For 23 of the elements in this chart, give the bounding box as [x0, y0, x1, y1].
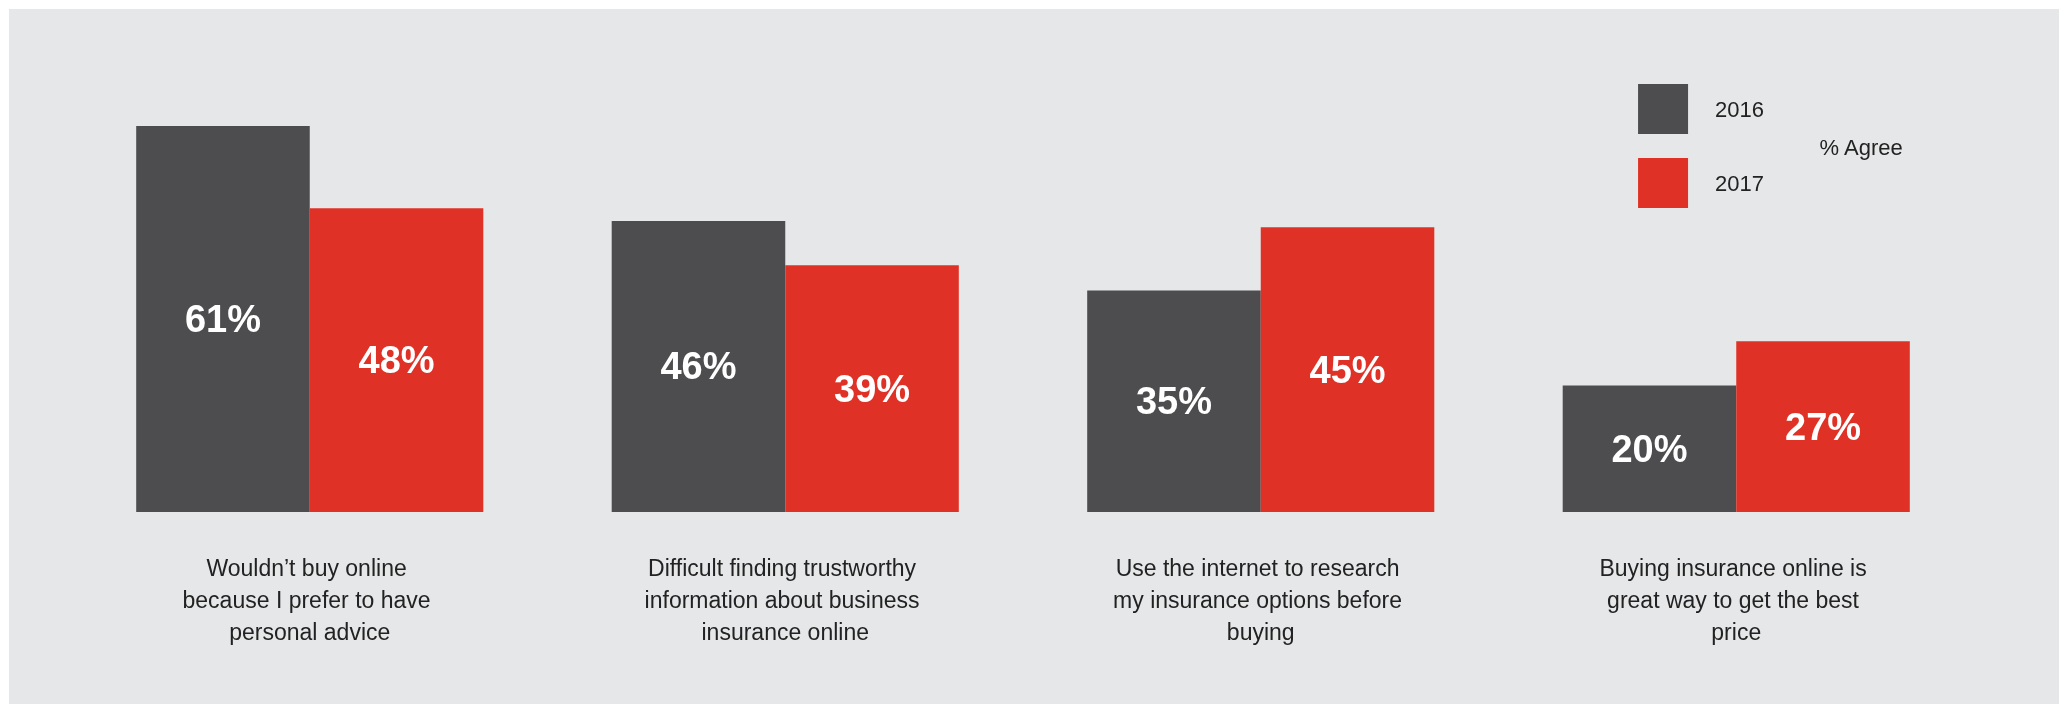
data-label: 20% — [1611, 427, 1688, 470]
bar — [136, 125, 310, 512]
bar — [1736, 341, 1910, 512]
data-label: 48% — [358, 339, 435, 382]
legend-label: 2016 — [1715, 96, 1765, 122]
bar — [1562, 385, 1737, 512]
x-tick-label: Use the internet to research my insurance options before buying — [1113, 555, 1409, 645]
bar — [611, 220, 786, 512]
data-label: 39% — [834, 367, 911, 410]
data-label: 35% — [1135, 380, 1212, 423]
data-label: 46% — [660, 345, 737, 388]
data-label: 61% — [184, 297, 261, 340]
bar — [785, 265, 959, 512]
bar — [309, 208, 484, 512]
bar — [1260, 227, 1435, 512]
x-tick-label: Difficult finding trustworthy information about business insurance online — [644, 555, 926, 645]
data-label: 45% — [1309, 348, 1386, 391]
legend-label: 2017 — [1715, 170, 1765, 196]
x-tick-label: Wouldn’t buy online because I prefer to have personal advice — [182, 555, 437, 645]
legend-title: % Agree — [1819, 134, 1903, 160]
data-label: 27% — [1785, 405, 1862, 448]
bar — [1087, 290, 1261, 512]
x-tick-label: Buying insurance online is great way to get the best price — [1599, 555, 1874, 645]
